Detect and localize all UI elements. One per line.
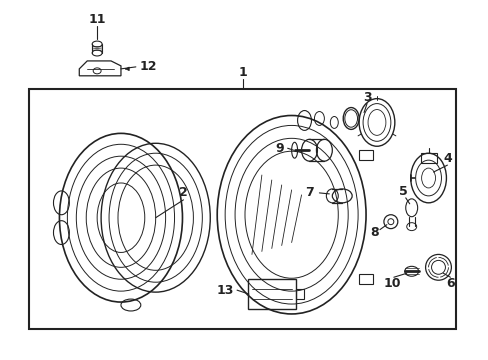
Bar xyxy=(247,279,295,309)
Text: 12: 12 xyxy=(140,60,157,73)
Text: 11: 11 xyxy=(88,13,106,26)
Text: 10: 10 xyxy=(382,277,400,290)
Text: 1: 1 xyxy=(238,66,247,79)
Bar xyxy=(358,274,372,284)
Text: 7: 7 xyxy=(305,186,313,199)
Text: 5: 5 xyxy=(399,185,407,198)
Bar xyxy=(358,150,372,160)
Bar xyxy=(295,289,303,299)
Text: 9: 9 xyxy=(275,142,284,155)
Text: 2: 2 xyxy=(179,186,187,199)
Text: 6: 6 xyxy=(445,277,454,290)
Bar xyxy=(420,153,436,163)
Text: 3: 3 xyxy=(362,91,370,104)
Text: 4: 4 xyxy=(442,152,451,165)
Text: 8: 8 xyxy=(370,226,379,239)
Text: 13: 13 xyxy=(216,284,233,297)
Bar xyxy=(29,89,455,329)
